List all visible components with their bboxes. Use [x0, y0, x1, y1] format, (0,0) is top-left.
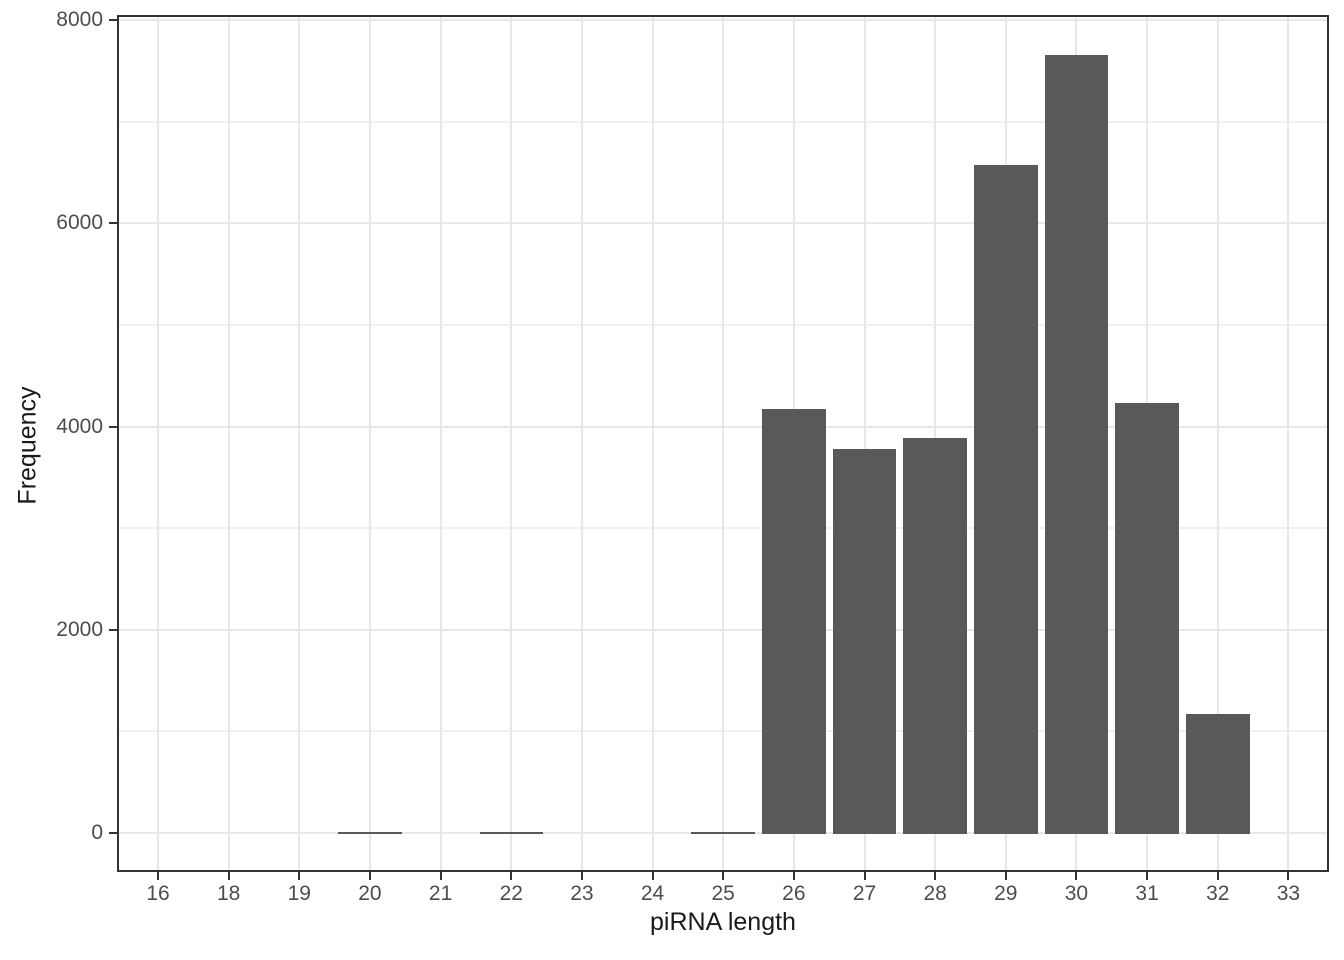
x-tick-label: 31	[1135, 882, 1159, 905]
x-tick-label: 27	[852, 882, 877, 905]
gridline-major-vertical	[298, 15, 301, 872]
gridline-major-vertical	[1287, 15, 1290, 872]
gridline-major-vertical	[227, 15, 230, 872]
x-tick-label: 20	[358, 882, 382, 905]
x-axis-tick	[580, 872, 583, 880]
bar	[691, 831, 755, 834]
gridline-major-vertical	[722, 15, 725, 872]
bar	[762, 409, 826, 834]
x-tick-label: 24	[640, 882, 665, 905]
x-axis-tick	[792, 872, 795, 880]
bar	[479, 831, 543, 834]
y-axis-tick	[109, 19, 117, 21]
x-axis-tick	[1146, 872, 1149, 880]
x-axis-tick	[934, 872, 937, 880]
gridline-major-vertical	[651, 15, 654, 872]
x-tick-label: 19	[287, 882, 311, 905]
x-axis-tick	[722, 872, 725, 880]
x-tick-label: 33	[1276, 882, 1301, 905]
bar	[832, 448, 897, 834]
x-tick-label: 30	[1064, 882, 1089, 905]
x-tick-label: 22	[499, 882, 523, 905]
x-axis-tick	[863, 872, 866, 880]
x-axis-tick	[368, 872, 371, 880]
gridline-major-vertical	[863, 15, 866, 872]
bar	[1044, 54, 1109, 834]
x-tick-label: 26	[782, 882, 806, 905]
x-axis-tick	[510, 872, 513, 880]
bar	[1186, 714, 1250, 834]
x-tick-label: 23	[570, 882, 594, 905]
y-tick-label: 6000	[56, 211, 103, 235]
y-axis-title: Frequency	[13, 386, 42, 505]
y-tick-label: 2000	[56, 617, 103, 641]
bar	[903, 437, 967, 834]
y-tick-label: 4000	[56, 414, 103, 438]
gridline-major-vertical	[580, 15, 583, 872]
x-axis-tick	[1287, 872, 1290, 880]
x-tick-label: 25	[711, 882, 735, 905]
x-axis-tick	[298, 872, 301, 880]
x-axis-tick	[651, 872, 654, 880]
plot-panel	[117, 15, 1329, 872]
gridline-major-vertical	[510, 15, 513, 872]
x-axis-tick	[157, 872, 159, 880]
bar	[338, 831, 402, 834]
bar	[974, 165, 1038, 834]
y-axis-tick	[109, 222, 117, 225]
x-tick-label: 21	[428, 882, 453, 905]
y-axis-tick	[109, 425, 117, 428]
y-axis-tick	[109, 628, 117, 631]
x-tick-label: 28	[923, 882, 947, 905]
gridline-major-vertical	[439, 15, 442, 872]
gridline-major-vertical	[368, 15, 371, 872]
gridline-major-vertical	[157, 15, 159, 872]
y-tick-label: 8000	[56, 8, 103, 31]
bar	[1115, 403, 1179, 834]
x-axis-title: piRNA length	[650, 908, 796, 936]
x-axis-tick	[1004, 872, 1007, 880]
y-tick-label: 0	[91, 821, 103, 844]
x-tick-label: 29	[994, 882, 1018, 905]
x-axis-tick	[1216, 872, 1219, 880]
x-axis-tick	[439, 872, 442, 880]
gridline-major-vertical	[1216, 15, 1219, 872]
x-axis-tick	[227, 872, 230, 880]
x-tick-label: 18	[216, 882, 241, 905]
x-tick-label: 32	[1206, 882, 1230, 905]
x-axis-tick	[1075, 872, 1078, 880]
y-axis-tick	[109, 832, 117, 834]
x-tick-label: 16	[146, 882, 170, 905]
